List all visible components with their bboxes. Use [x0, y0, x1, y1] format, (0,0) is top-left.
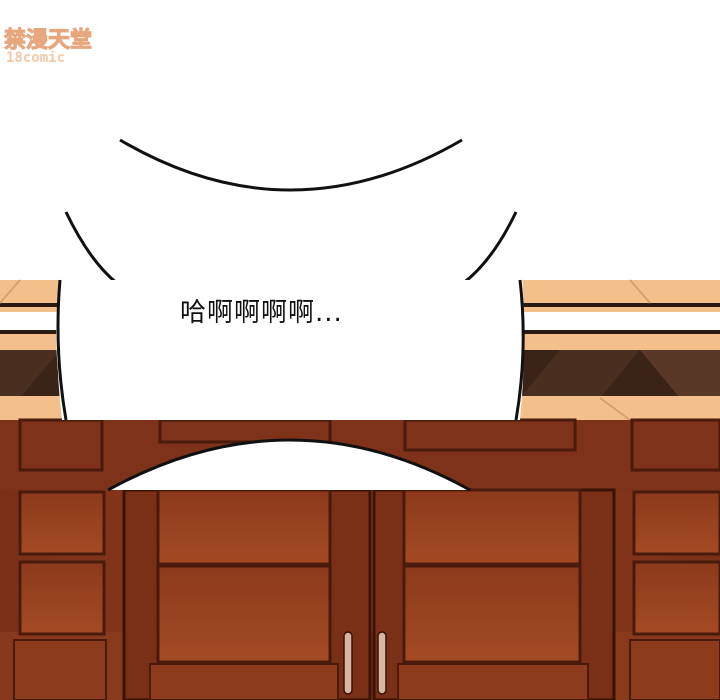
watermark-latin: 18comic	[6, 50, 66, 66]
speech-bubble	[56, 138, 525, 492]
site-watermark: 禁漫天堂 18comic	[3, 22, 114, 70]
cabinet-handles	[343, 631, 387, 695]
watermark-chinese: 禁漫天堂	[3, 28, 93, 54]
speech-bubble-text: 哈啊啊啊啊...	[180, 298, 343, 328]
